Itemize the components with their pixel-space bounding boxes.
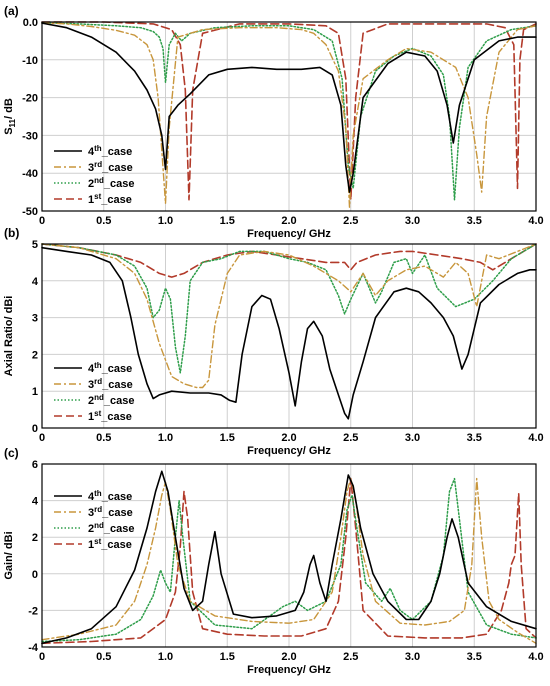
x-tick-label: 0.5 (96, 215, 111, 227)
x-tick-label: 0 (39, 215, 45, 227)
y-axis-label: Gain/ dBi (3, 531, 15, 579)
y-tick-label: 0 (32, 423, 38, 435)
y-tick-label: 1 (32, 386, 38, 398)
plot-frame (41, 21, 537, 212)
y-axis-label: Axial Ratio/ dBi (3, 296, 15, 377)
legend-label-case3: 3rd_case (88, 377, 133, 391)
x-tick-label: 3.5 (467, 651, 482, 663)
series-line-case3 (41, 22, 537, 208)
series-line-case1 (41, 21, 537, 201)
legend: 4th_case 3rd_case 2nd_case 1st_case (54, 361, 135, 423)
x-axis-label: Frequency/ GHz (247, 445, 331, 457)
legend-label-case1: 1st_case (88, 537, 132, 551)
x-tick-label: 3.0 (405, 215, 420, 227)
x-tick-label: 0.5 (96, 432, 111, 444)
chart-panel-2: 0 0.5 1.0 1.5 2.0 2.5 3.0 3.5 4.0 5 4 3 2 1 0 Frequency… (3, 226, 544, 457)
legend-label-case2: 2nd_case (88, 176, 135, 190)
panel-label: (b) (4, 226, 19, 240)
x-tick-label: 1.5 (220, 651, 235, 663)
x-tick-label: 4.0 (528, 651, 543, 663)
y-tick-label: 5 (32, 239, 38, 251)
panel-label: (a) (4, 4, 19, 18)
x-tick-label: 2.5 (343, 432, 358, 444)
legend-label-case1: 1st_case (88, 192, 132, 206)
y-tick-label: -2 (28, 605, 38, 617)
x-tick-label: 3.0 (405, 651, 420, 663)
x-tick-label: 0.5 (96, 651, 111, 663)
x-tick-label: 0 (39, 651, 45, 663)
y-tick-label: 2 (32, 532, 38, 544)
y-tick-label: -40 (22, 168, 38, 180)
x-axis-label: Frequency/ GHz (247, 228, 331, 240)
x-tick-label: 2.0 (281, 432, 296, 444)
legend-label-case4: 4th_case (88, 361, 132, 375)
series-line-case3 (41, 243, 537, 389)
x-tick-label: 2.5 (343, 651, 358, 663)
y-tick-label: -4 (28, 642, 39, 654)
y-tick-label: 3 (32, 313, 38, 325)
legend-label-case1: 1st_case (88, 409, 132, 423)
series-line-case4 (41, 470, 537, 645)
series-line-case2 (41, 22, 537, 201)
legend-label-case3: 3rd_case (88, 160, 133, 174)
plot-frame (41, 243, 537, 429)
series-line-case3 (41, 477, 537, 644)
x-tick-label: 1.5 (220, 215, 235, 227)
x-tick-label: 1.0 (158, 432, 173, 444)
x-tick-label: 3.5 (467, 432, 482, 444)
y-axis-label: S11/ dB (3, 98, 17, 135)
x-tick-label: 0 (39, 432, 45, 444)
legend-label-case4: 4th_case (88, 144, 132, 158)
series-line-case2 (41, 243, 537, 374)
series-line-case1 (41, 477, 537, 645)
y-tick-label: -20 (22, 93, 38, 105)
y-tick-label: 0 (32, 569, 38, 581)
legend-label-case3: 3rd_case (88, 505, 133, 519)
x-tick-label: 2.5 (343, 215, 358, 227)
x-tick-label: 4.0 (528, 215, 543, 227)
series-line-case1 (41, 243, 537, 278)
legend: 4th_case 3rd_case 2nd_case 1st_case (54, 144, 135, 206)
y-tick-label: -10 (22, 55, 38, 67)
chart-panel-1: 0 0.5 1.0 1.5 2.0 2.5 3.0 3.5 4.0 0.0 -10 -20 -30 -40… (3, 4, 544, 240)
panel-label: (c) (4, 446, 19, 460)
x-axis-label: Frequency/ GHz (247, 664, 331, 676)
plot-frame (41, 463, 537, 648)
legend-label-case4: 4th_case (88, 489, 132, 503)
y-tick-label: -50 (22, 206, 38, 218)
y-tick-label: 2 (32, 349, 38, 361)
y-tick-label: 0.0 (23, 17, 38, 29)
x-tick-label: 2.0 (281, 651, 296, 663)
x-tick-label: 2.0 (281, 215, 296, 227)
x-tick-label: 1.0 (158, 215, 173, 227)
x-tick-label: 3.0 (405, 432, 420, 444)
x-tick-label: 3.5 (467, 215, 482, 227)
chart-panel-3: 0 0.5 1.0 1.5 2.0 2.5 3.0 3.5 4.0 6 4 2 0 -2 -4 Frequen… (3, 446, 544, 676)
legend-label-case2: 2nd_case (88, 521, 135, 535)
x-tick-label: 1.5 (220, 432, 235, 444)
y-tick-label: -30 (22, 130, 38, 142)
y-tick-label: 4 (32, 276, 39, 288)
series-line-case4 (41, 246, 537, 420)
series-line-case4 (41, 22, 537, 193)
legend-label-case2: 2nd_case (88, 393, 135, 407)
y-tick-label: 4 (32, 496, 39, 508)
y-tick-label: 6 (32, 459, 38, 471)
x-tick-label: 4.0 (528, 432, 543, 444)
x-tick-label: 1.0 (158, 651, 173, 663)
legend: 4th_case 3rd_case 2nd_case 1st_case (54, 489, 135, 551)
